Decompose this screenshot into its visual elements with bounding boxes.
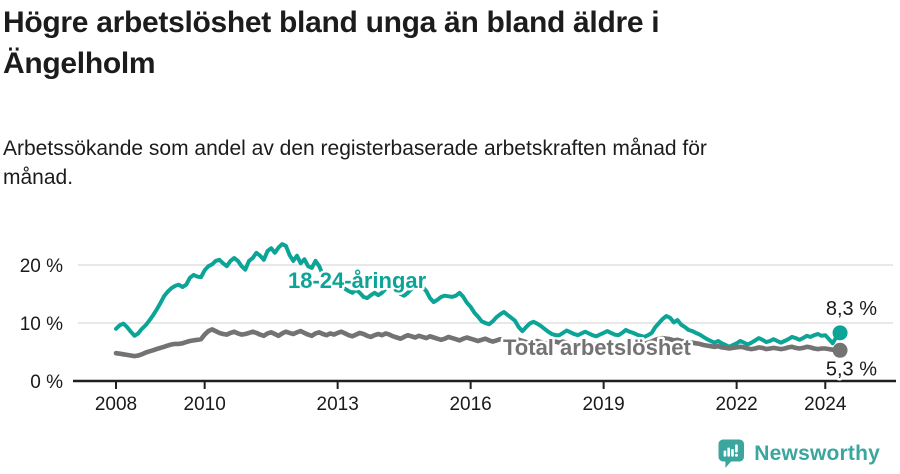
x-tick-label-2019: 2019	[582, 394, 624, 415]
unemployment-line-chart: 2008 2010 2013 2016 2019 2022 2024 0 % 10 % 20 % 1…	[20, 242, 896, 415]
x-tick-label-2008: 2008	[95, 394, 137, 415]
chart-subtitle: Arbetssökande som andel av den registerb…	[3, 134, 707, 192]
newsworthy-logo-icon	[718, 439, 745, 468]
y-tick-label-10: 10 %	[20, 314, 63, 335]
series-line-total	[113, 327, 843, 359]
page-title-line-2: Ängelholm	[3, 47, 156, 80]
y-tick-label-20: 20 %	[20, 256, 63, 277]
chart-subtitle-line-1: Arbetssökande som andel av den registerb…	[3, 137, 707, 160]
newsworthy-wordmark: Newsworthy	[754, 442, 880, 465]
x-tick-label-2010: 2010	[184, 394, 226, 415]
logo-exclamation-dot	[735, 453, 739, 457]
series-end-dot-total	[832, 342, 848, 358]
x-tick-label-2024: 2024	[804, 394, 847, 415]
series-label-youth: 18-24-åringar	[288, 268, 427, 293]
x-tick-label-2013: 2013	[317, 394, 359, 415]
x-tick-label-2016: 2016	[449, 394, 491, 415]
series-line-youth	[114, 242, 843, 349]
page-title-line-1: Högre arbetslöshet bland unga än bland ä…	[3, 6, 660, 39]
chart-subtitle-line-2: månad.	[3, 166, 74, 189]
series-end-dot-youth	[832, 325, 848, 341]
end-value-label-youth: 8,3 %	[826, 298, 877, 320]
x-tick-label-2022: 2022	[715, 394, 757, 415]
logo-bar-3	[731, 449, 735, 457]
newsworthy-logo: Newsworthy	[718, 438, 880, 470]
logo-bar-1	[723, 450, 727, 457]
logo-exclamation-bar	[735, 444, 739, 453]
logo-bar-2	[727, 447, 731, 457]
series-label-total: Total arbetslöshet	[503, 335, 692, 360]
end-value-label-total: 5,3 %	[826, 358, 877, 380]
y-tick-label-0: 0 %	[30, 372, 63, 393]
page-title: Högre arbetslöshet bland unga än bland ä…	[3, 2, 660, 84]
